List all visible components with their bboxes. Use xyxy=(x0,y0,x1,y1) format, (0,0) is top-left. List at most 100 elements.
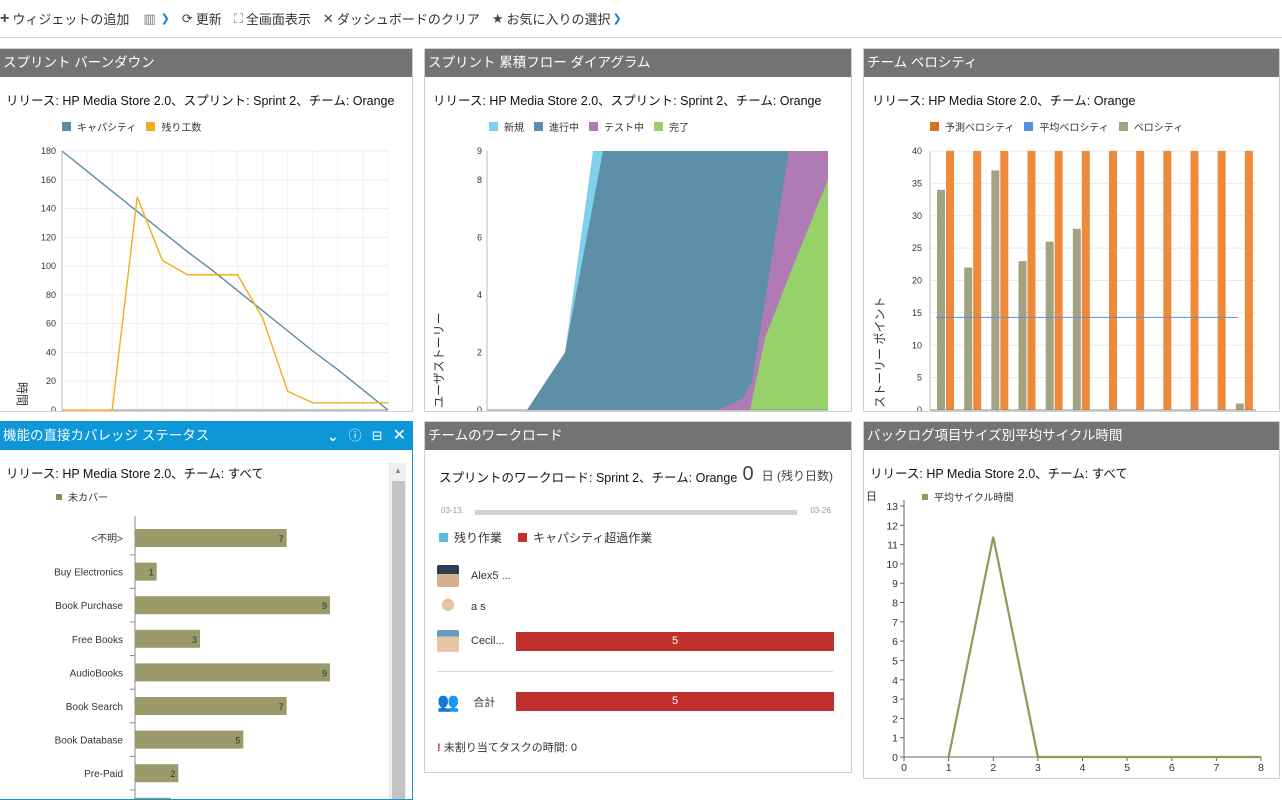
member-row[interactable]: Alex5 ... xyxy=(437,564,511,588)
legend-item[interactable]: キャパシティ超過作業 xyxy=(518,529,652,546)
fullscreen-label: 全画面表示 xyxy=(245,12,311,27)
divider xyxy=(437,671,833,672)
bar-value: 5 xyxy=(671,635,679,647)
legend-label: キャパシティ超過作業 xyxy=(533,531,653,545)
y-tick-label: 12 xyxy=(886,520,898,532)
y-tick-label: 120 xyxy=(41,232,56,242)
legend-item[interactable]: 進行中 xyxy=(534,119,579,134)
legend-label: 新規 xyxy=(504,123,524,134)
widget-title-bar[interactable]: 機能の直接カバレッジ ステータス ⌄ ⓘ ⊟ ✕ xyxy=(0,422,412,450)
member-row[interactable]: a s xyxy=(437,595,486,619)
minimize-icon[interactable]: ⊟ xyxy=(371,428,383,443)
member-row[interactable]: Cecil... 5 xyxy=(437,629,845,653)
x-tick-label: 3 xyxy=(1035,762,1041,774)
x-tick-label: 5 xyxy=(1124,762,1130,774)
member-name: Alex5 ... xyxy=(471,570,511,582)
x-tick-label: 0 xyxy=(901,762,907,774)
clear-dashboard-button[interactable]: ✕ ダッシュボードのクリア xyxy=(317,0,486,38)
chart-legend: 新規 進行中 テスト中 完了 xyxy=(489,119,689,134)
widget-title[interactable]: スプリント バーンダウン xyxy=(0,49,412,77)
y-tick-label: 1 xyxy=(892,733,898,745)
chart-legend: 未カバー xyxy=(56,489,108,504)
scrollbar[interactable]: ▲ xyxy=(389,463,406,799)
overcapacity-bar[interactable]: 5 xyxy=(516,632,834,651)
bar-value-label: 3 xyxy=(192,635,197,645)
bar-velocity xyxy=(1045,241,1054,410)
category-label: Pre-Paid xyxy=(84,769,123,780)
y-axis-label: 時間 xyxy=(15,382,29,406)
widget-title[interactable]: チームのワークロード xyxy=(425,422,851,450)
unassigned-text: 未割り当てタスクの時間: 0 xyxy=(443,742,577,754)
legend-swatch xyxy=(62,122,71,131)
fullscreen-button[interactable]: ⛶ 全画面表示 xyxy=(228,0,317,38)
scrollbar-thumb[interactable] xyxy=(392,481,405,799)
widget-feature-coverage: 機能の直接カバレッジ ステータス ⌄ ⓘ ⊟ ✕ リリース: HP Media … xyxy=(0,421,413,800)
remaining-days-value: 0 xyxy=(742,463,754,485)
bar-value-label: 7 xyxy=(279,534,284,544)
legend-label: 残り作業 xyxy=(454,531,503,545)
scroll-up-arrow[interactable]: ▲ xyxy=(394,466,402,475)
legend-label: 完了 xyxy=(669,123,689,134)
bar-predicted-velocity xyxy=(1027,151,1036,410)
legend-item[interactable]: 残り作業 xyxy=(439,529,502,546)
y-tick-label: 2 xyxy=(892,713,898,725)
category-label: Free Books xyxy=(72,635,123,646)
bar-value-label: 5 xyxy=(235,736,240,746)
bar-value-label: 9 xyxy=(322,601,327,611)
widget-subtitle: リリース: HP Media Store 2.0、チーム: Orange xyxy=(872,94,1136,108)
bar-velocity xyxy=(1235,403,1244,410)
widget-title[interactable]: スプリント 累積フロー ダイアグラム xyxy=(425,49,851,77)
widget-subtitle: リリース: HP Media Store 2.0、チーム: すべて xyxy=(6,467,264,481)
avatar xyxy=(437,630,459,652)
bar-velocity xyxy=(964,267,973,410)
legend-item[interactable]: キャパシティ xyxy=(62,119,136,134)
y-tick-label: 11 xyxy=(887,540,898,552)
legend-item[interactable]: 平均サイクル時間 xyxy=(922,489,1014,504)
y-tick-label: 0 xyxy=(51,405,56,412)
layout-button[interactable]: ▥ ❯ xyxy=(135,0,176,38)
legend-label: 平均ベロシティ xyxy=(1039,123,1109,134)
category-label: Book Search xyxy=(66,702,123,713)
total-row[interactable]: 👥 合計 5 xyxy=(437,690,845,714)
legend-swatch xyxy=(518,533,528,542)
legend-item[interactable]: 平均ベロシティ xyxy=(1024,119,1109,134)
legend-item[interactable]: 未カバー xyxy=(56,489,108,504)
coverage-bar xyxy=(135,697,287,715)
y-tick-label: 80 xyxy=(46,290,56,300)
widget-team-workload: チームのワークロード スプリントのワークロード: Sprint 2、チーム: O… xyxy=(424,421,852,773)
legend-item[interactable]: ベロシティ xyxy=(1118,119,1183,134)
legend-label: キャパシティ xyxy=(77,123,137,134)
cycle-time-chart: 012345678910111213012345678日見積もりストーリー ポイ… xyxy=(866,491,1264,776)
bar-value: 5 xyxy=(671,695,679,707)
dashboard-toolbar: + ウィジェットの追加 ▥ ❯ ⟳ 更新 ⛶ 全画面表示 ✕ ダッシュボードのク… xyxy=(0,0,1282,38)
legend-item[interactable]: 完了 xyxy=(654,119,689,134)
legend-item[interactable]: 残り工数 xyxy=(146,119,201,134)
chart-legend: 予測ベロシティ 平均ベロシティ ベロシティ xyxy=(930,119,1183,134)
legend-swatch xyxy=(1118,122,1128,131)
favorites-button[interactable]: ★ お気に入りの選択 ❯ xyxy=(486,0,628,38)
legend-item[interactable]: テスト中 xyxy=(589,119,644,134)
chart-legend: 平均サイクル時間 xyxy=(922,489,1014,504)
chevron-down-icon: ❯ xyxy=(160,13,170,25)
total-overcapacity-bar[interactable]: 5 xyxy=(516,692,834,711)
bar-predicted-velocity xyxy=(1000,151,1009,410)
widget-title[interactable]: チーム ベロシティ xyxy=(864,49,1279,77)
bar-predicted-velocity xyxy=(1109,151,1117,410)
legend-swatch xyxy=(146,122,156,131)
legend-swatch xyxy=(589,122,598,131)
y-tick-label: 30 xyxy=(912,211,922,221)
legend-item[interactable]: 新規 xyxy=(489,119,524,134)
refresh-button[interactable]: ⟳ 更新 xyxy=(176,0,228,38)
velocity-chart: 0510152025303540kickoffSprint 3Sprint 5S… xyxy=(873,146,1256,411)
legend-item[interactable]: 予測ベロシティ xyxy=(930,119,1014,134)
info-icon[interactable]: ⓘ xyxy=(348,428,362,443)
sprint-timeline: 03-13. 03-26. xyxy=(441,506,833,518)
close-icon[interactable]: ✕ xyxy=(392,427,406,444)
widget-title[interactable]: バックログ項目サイズ別平均サイクル時間 xyxy=(864,422,1279,450)
y-tick-label: 5 xyxy=(917,373,922,383)
chevron-down-icon[interactable]: ⌄ xyxy=(326,428,339,444)
add-widget-button[interactable]: + ウィジェットの追加 xyxy=(0,0,135,38)
series-line xyxy=(61,150,389,411)
y-axis-label: 日 xyxy=(866,491,877,503)
bar-velocity xyxy=(1018,261,1027,410)
